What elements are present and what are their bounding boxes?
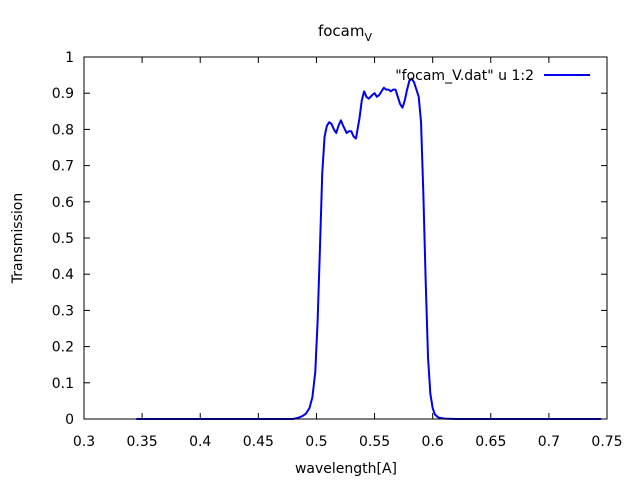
chart-title: focamV (318, 22, 373, 44)
plot-frame (83, 56, 608, 420)
x-tick-label: 0.7 (538, 434, 560, 450)
chart-title-main: focam (318, 22, 365, 40)
y-tick-label: 0.4 (52, 267, 74, 283)
x-tick-label: 0.5 (305, 434, 327, 450)
ticks-layer (83, 56, 608, 420)
x-tick-label: 0.35 (127, 434, 158, 450)
series-line-focam-v (136, 77, 602, 420)
x-tick-labels: 0.3 0.35 0.4 0.45 0.5 0.55 0.6 0.65 0.7 0.75 (73, 434, 623, 450)
y-tick-label: 0.9 (52, 86, 74, 102)
y-axis-label: Transmission (10, 193, 26, 284)
y-tick-label: 1 (65, 50, 74, 66)
y-tick-label: 0.7 (52, 159, 74, 175)
y-tick-label: 0.5 (52, 231, 74, 247)
y-tick-label: 0.1 (52, 376, 74, 392)
y-tick-label: 0.8 (52, 122, 74, 138)
legend-entry-label: "focam_V.dat" u 1:2 (395, 68, 534, 84)
x-tick-label: 0.6 (422, 434, 444, 450)
x-tick-label: 0.3 (73, 434, 95, 450)
y-tick-label: 0.6 (52, 195, 74, 211)
y-tick-label: 0 (65, 412, 74, 428)
x-tick-label: 0.65 (475, 434, 506, 450)
y-tick-label: 0.2 (52, 340, 74, 356)
x-tick-label: 0.45 (243, 434, 274, 450)
legend: "focam_V.dat" u 1:2 (395, 68, 590, 84)
chart-title-subscript: V (364, 31, 372, 44)
y-tick-labels: 0 0.1 0.2 0.3 0.4 0.5 0.6 0.7 0.8 0.9 1 (52, 50, 74, 428)
x-axis-label: wavelength[A] (295, 461, 397, 477)
x-tick-label: 0.55 (359, 434, 390, 450)
x-tick-label: 0.4 (189, 434, 211, 450)
x-tick-label: 0.75 (591, 434, 622, 450)
y-tick-label: 0.3 (52, 303, 74, 319)
